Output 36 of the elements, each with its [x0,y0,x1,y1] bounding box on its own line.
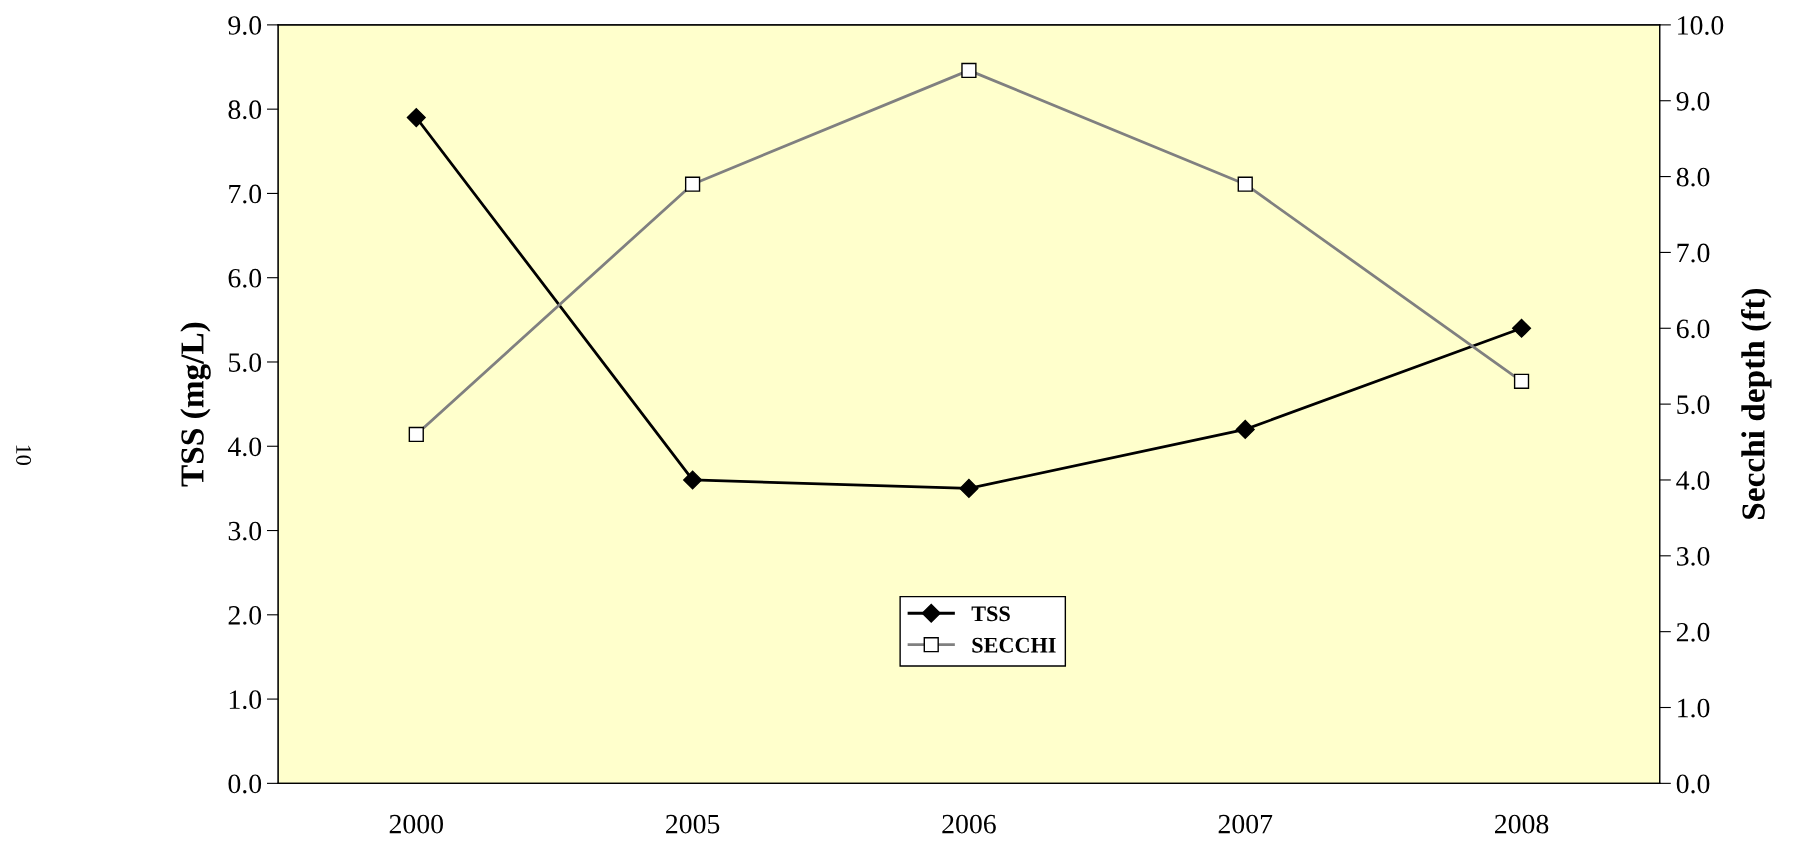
y2-tick-label: 1.0 [1678,698,1710,718]
legend-label: SECCHI [972,637,1056,653]
x-tick-label: 2008 [1495,814,1549,834]
y2-tick-label: 10.0 [1678,16,1724,35]
y-tick-label: 8.0 [228,100,262,120]
point [1235,419,1255,439]
point [406,108,426,128]
text: 10 [16,445,32,465]
point [959,478,979,498]
y2-tick-label: 3.0 [1677,546,1710,566]
legend-label: TSS [971,606,1010,622]
y2-tick-label: 7.0 [1677,243,1710,263]
y-tick-label: 9.0 [228,16,262,35]
y2-tick-label: 0.0 [1676,774,1710,794]
y-tick-label: 0.0 [228,774,262,794]
y2-tick-label: 2.0 [1676,622,1710,642]
x-tick-label: 2005 [666,814,720,834]
y-tick-label: 2.0 [228,605,262,625]
point [1512,318,1532,338]
y2-axis-title: Secchi depth (ft) [1740,288,1772,519]
y-tick-label: 4.0 [227,437,262,457]
y2-tick-label: 8.0 [1676,167,1710,187]
x-tick-label: 2000 [389,814,443,834]
y-axis-title: TSS (mg/L) [180,322,211,487]
x-tick-label: 2007 [1218,814,1273,834]
y-tick-label: 3.0 [228,521,262,541]
y-tick-label: 7.0 [229,184,262,204]
y-tick-label: 6.0 [228,268,262,288]
y2-tick-label: 4.0 [1676,471,1710,490]
x-tick-label: 2006 [942,814,996,834]
y2-tick-label: 9.0 [1676,91,1710,111]
y2-tick-label: 6.0 [1676,319,1710,339]
y-tick-label: 5.0 [229,353,262,373]
y2-tick-label: 5.0 [1677,395,1710,415]
y-tick-label: 1.0 [229,690,262,710]
point [683,470,703,490]
